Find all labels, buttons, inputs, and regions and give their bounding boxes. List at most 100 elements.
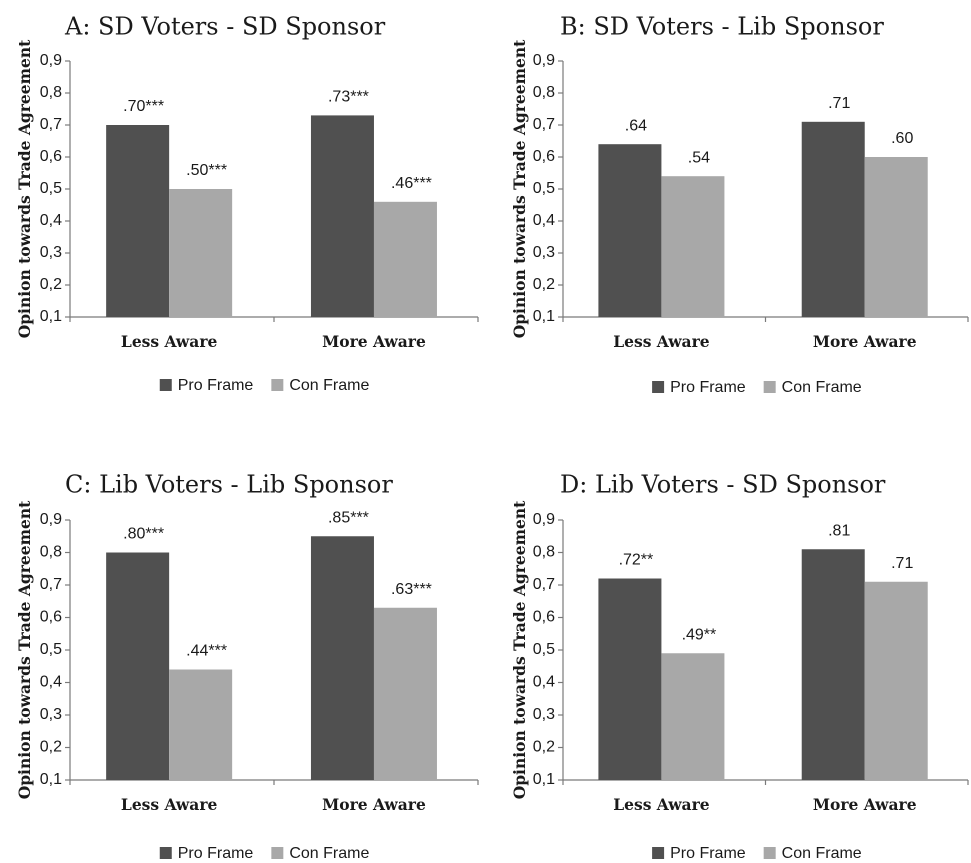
data-label: .81 (828, 522, 850, 539)
y-tick-label: 0,8 (40, 544, 62, 561)
data-label: .70*** (123, 98, 164, 115)
y-tick-label: 0,6 (40, 148, 62, 165)
y-tick-label: 0,7 (40, 576, 62, 593)
bar-pro-frame (310, 536, 374, 780)
y-tick-label: 0,1 (40, 308, 62, 325)
y-tick-label: 0,3 (533, 706, 555, 723)
y-tick-label: 0,4 (40, 674, 62, 691)
category-label: Less Aware (613, 795, 710, 814)
legend-label: Pro Frame (670, 379, 746, 396)
y-tick-label: 0,5 (40, 180, 62, 197)
legend-swatch (271, 847, 284, 859)
y-tick-label: 0,8 (533, 544, 555, 561)
category-label: More Aware (813, 332, 917, 351)
y-tick-label: 0,5 (40, 641, 62, 658)
y-tick-label: 0,3 (40, 706, 62, 723)
bar-con-frame (661, 653, 725, 780)
category-label: More Aware (813, 795, 917, 814)
legend-label: Con Frame (289, 377, 369, 394)
y-tick-label: 0,9 (533, 52, 555, 69)
y-tick-label: 0,6 (533, 148, 555, 165)
data-label: .80*** (123, 526, 164, 543)
bar-pro-frame (106, 125, 170, 317)
y-tick-label: 0,3 (40, 244, 62, 261)
bar-con-frame (661, 176, 725, 317)
data-label: .71 (828, 95, 850, 112)
y-tick-label: 0,5 (533, 180, 555, 197)
bar-con-frame (373, 201, 437, 317)
category-label: Less Aware (613, 332, 710, 351)
y-tick-label: 0,2 (40, 276, 62, 293)
legend-label: Pro Frame (178, 845, 254, 862)
data-label: .71 (891, 555, 913, 572)
bar-pro-frame (801, 121, 865, 317)
legend-swatch (159, 379, 172, 391)
y-tick-label: 0,3 (533, 244, 555, 261)
y-axis-label: Opinion towards Trade Agreement (15, 39, 34, 338)
y-axis-label: Opinion towards Trade Agreement (510, 39, 529, 338)
bar-con-frame (373, 607, 437, 780)
data-label: .60 (891, 130, 913, 147)
data-label: .46*** (391, 175, 432, 192)
chart-title: A: SD Voters - SD Sponsor (64, 13, 386, 41)
category-label: Less Aware (121, 332, 218, 351)
y-tick-label: 0,2 (533, 739, 555, 756)
chart-title: D: Lib Voters - SD Sponsor (560, 471, 886, 499)
y-tick-label: 0,9 (40, 52, 62, 69)
legend-label: Con Frame (289, 845, 369, 862)
data-label: .63*** (391, 581, 432, 598)
y-tick-label: 0,6 (40, 609, 62, 626)
data-label: .85*** (328, 509, 369, 526)
legend-label: Pro Frame (178, 377, 254, 394)
y-tick-label: 0,8 (533, 84, 555, 101)
legend-label: Pro Frame (670, 845, 746, 862)
category-label: More Aware (322, 795, 426, 814)
y-tick-label: 0,4 (533, 212, 555, 229)
data-label: .44*** (186, 643, 227, 660)
data-label: .73*** (328, 89, 369, 106)
category-label: Less Aware (121, 795, 218, 814)
y-tick-label: 0,1 (533, 308, 555, 325)
y-axis-label: Opinion towards Trade Agreement (510, 500, 529, 799)
y-tick-label: 0,1 (40, 771, 62, 788)
y-tick-label: 0,4 (533, 674, 555, 691)
data-label: .64 (625, 117, 647, 134)
y-axis-label: Opinion towards Trade Agreement (15, 500, 34, 799)
bar-con-frame (864, 157, 928, 317)
bar-con-frame (169, 189, 233, 317)
y-tick-label: 0,5 (533, 641, 555, 658)
bar-con-frame (169, 669, 233, 780)
legend-label: Con Frame (782, 845, 862, 862)
category-label: More Aware (322, 332, 426, 351)
legend-label: Con Frame (782, 379, 862, 396)
legend-swatch (271, 379, 284, 391)
chart-title: C: Lib Voters - Lib Sponsor (65, 471, 393, 499)
legend-swatch (763, 381, 776, 393)
data-label: .72** (619, 552, 654, 569)
y-tick-label: 0,7 (533, 576, 555, 593)
y-tick-label: 0,1 (533, 771, 555, 788)
data-label: .54 (688, 149, 710, 166)
bar-pro-frame (598, 578, 662, 780)
legend-swatch (763, 847, 776, 859)
y-tick-label: 0,6 (533, 609, 555, 626)
bar-pro-frame (106, 552, 170, 780)
bar-con-frame (864, 581, 928, 780)
data-label: .50*** (186, 162, 227, 179)
bar-pro-frame (598, 144, 662, 317)
legend-swatch (652, 847, 665, 859)
y-tick-label: 0,8 (40, 84, 62, 101)
chart-title: B: SD Voters - Lib Sponsor (560, 13, 884, 41)
y-tick-label: 0,4 (40, 212, 62, 229)
y-tick-label: 0,2 (40, 739, 62, 756)
y-tick-label: 0,7 (533, 116, 555, 133)
y-tick-label: 0,9 (40, 511, 62, 528)
y-tick-label: 0,2 (533, 276, 555, 293)
legend-swatch (159, 847, 172, 859)
legend-swatch (652, 381, 665, 393)
y-tick-label: 0,7 (40, 116, 62, 133)
data-label: .49** (682, 626, 717, 643)
bar-pro-frame (801, 549, 865, 780)
bar-pro-frame (310, 115, 374, 318)
